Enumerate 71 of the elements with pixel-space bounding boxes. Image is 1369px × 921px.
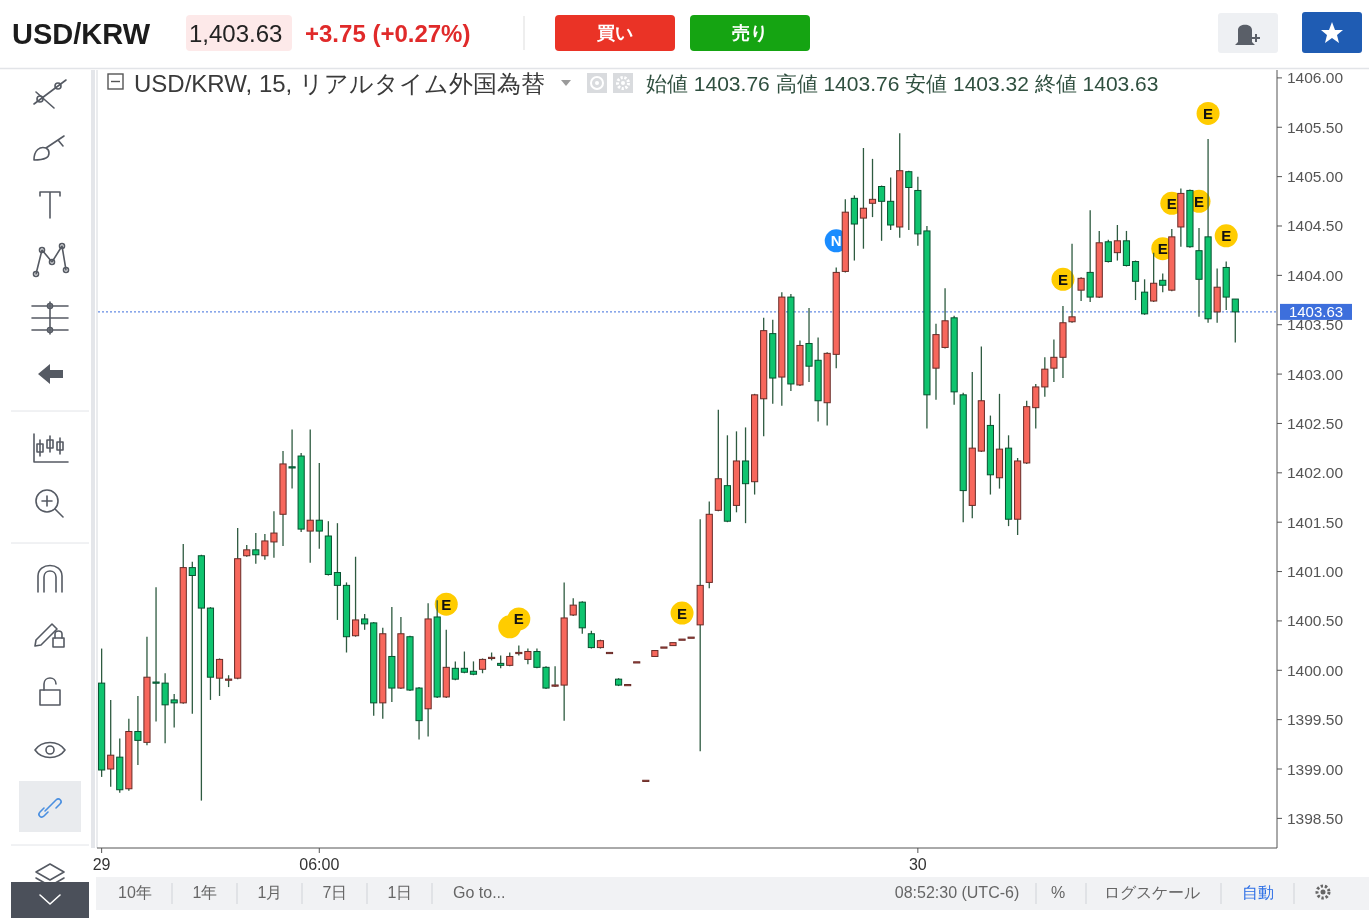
candlestick bbox=[1131, 259, 1140, 301]
text: % bbox=[1050, 884, 1066, 901]
candlestick bbox=[1113, 224, 1121, 262]
y-tick-label: 1405.00 bbox=[1287, 168, 1344, 186]
candlestick bbox=[1077, 276, 1085, 302]
y-tick-label: 1400.00 bbox=[1287, 661, 1344, 679]
candlestick bbox=[134, 695, 142, 766]
candlestick bbox=[1150, 252, 1158, 303]
text: ログスケール bbox=[1104, 884, 1200, 901]
y-tick-label: 1404.50 bbox=[1287, 217, 1344, 235]
x-tick-label: 06:00 bbox=[299, 856, 340, 873]
y-tick-label: 1404.00 bbox=[1287, 266, 1344, 284]
candlestick bbox=[741, 426, 750, 524]
y-tick-label: 1402.50 bbox=[1287, 414, 1344, 432]
candlestick bbox=[333, 522, 342, 621]
y-tick-label: 1401.00 bbox=[1287, 563, 1344, 581]
y-tick-label: 1399.00 bbox=[1287, 760, 1344, 778]
candlestick bbox=[315, 462, 323, 550]
candlestick bbox=[1159, 272, 1167, 293]
candlestick bbox=[887, 176, 895, 231]
y-tick-label: 1402.00 bbox=[1287, 464, 1344, 482]
data-label: E bbox=[1194, 192, 1205, 210]
chart-subtitle: 始値 1403.76 高値 1403.76 安値 1403.32 終値 1403.63 bbox=[646, 72, 1159, 95]
text: 買い bbox=[596, 23, 633, 43]
y-tick-label: 1405.50 bbox=[1287, 118, 1344, 136]
y-tick-label: 1398.50 bbox=[1287, 809, 1344, 827]
text: 08:52:30 (UTC-6) bbox=[894, 884, 1020, 901]
y-tick-label: 1401.50 bbox=[1287, 513, 1344, 531]
text: 自動 bbox=[1242, 884, 1274, 901]
text: USD/KRW bbox=[12, 18, 151, 50]
data-label: N bbox=[830, 232, 842, 250]
text: +3.75 (+0.27%) bbox=[305, 20, 471, 47]
candlestick bbox=[868, 158, 877, 218]
text: 10年 bbox=[118, 884, 152, 901]
candlestick bbox=[878, 184, 886, 242]
candlestick bbox=[351, 556, 360, 638]
candlestick bbox=[215, 657, 224, 697]
text: 1日 bbox=[387, 884, 413, 901]
candlestick bbox=[1068, 243, 1076, 324]
data-label: E bbox=[1203, 104, 1214, 122]
x-tick-label: 30 bbox=[908, 856, 927, 873]
candlestick bbox=[1032, 383, 1040, 430]
x-tick-label: 29 bbox=[92, 856, 111, 873]
data-label: E bbox=[1221, 227, 1232, 245]
chart-title: USD/KRW, 15, リアルタイム外国為替 bbox=[134, 70, 545, 97]
candlestick bbox=[188, 561, 196, 715]
candlestick bbox=[905, 170, 913, 231]
candlestick bbox=[252, 532, 260, 565]
data-label: E bbox=[1157, 240, 1168, 258]
y-tick-label: 1399.50 bbox=[1287, 711, 1344, 729]
data-label: E bbox=[1057, 270, 1068, 288]
text: 7日 bbox=[322, 884, 348, 901]
data-label: E bbox=[677, 604, 688, 622]
data-label: E bbox=[1166, 194, 1177, 212]
text: 1年 bbox=[192, 884, 218, 901]
text: 売り bbox=[732, 23, 768, 43]
candlestick bbox=[107, 699, 115, 788]
candlestick bbox=[1041, 356, 1049, 398]
data-label: E bbox=[513, 610, 524, 628]
candlestick bbox=[1231, 298, 1239, 344]
text: 1,403.63 bbox=[189, 20, 283, 47]
text: Go to... bbox=[453, 884, 506, 901]
text: 1月 bbox=[257, 884, 283, 901]
data-label: E bbox=[441, 595, 452, 613]
y-tick-label: 1400.50 bbox=[1287, 612, 1344, 630]
candlestick bbox=[1104, 239, 1112, 264]
candlestick bbox=[306, 428, 314, 564]
candlestick bbox=[859, 147, 868, 250]
candlestick bbox=[1141, 278, 1149, 316]
y-tick-label: 1403.00 bbox=[1287, 365, 1344, 383]
y-tick-label: 1406.00 bbox=[1287, 69, 1344, 87]
